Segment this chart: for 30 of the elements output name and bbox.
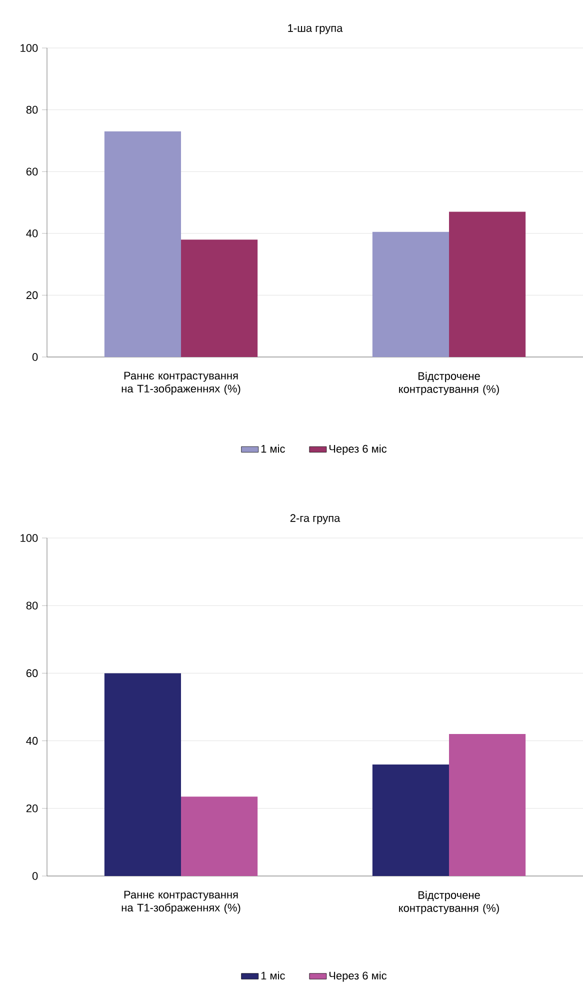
- y-tick-label: 80: [26, 106, 38, 114]
- bar: [372, 232, 450, 357]
- bar: [181, 240, 258, 357]
- legend-label: Через 6 міс: [329, 971, 387, 982]
- legend-label: 1 міс: [261, 444, 285, 453]
- bar: [372, 764, 450, 876]
- y-tick-label: 40: [26, 736, 38, 745]
- chart-title: 1-ша група: [288, 24, 343, 34]
- y-tick-label: 100: [20, 534, 38, 542]
- legend-label: Через 6 міс: [329, 444, 387, 455]
- x-tick-label: Відстрочене контрастування (%): [399, 890, 499, 914]
- bar: [104, 131, 181, 357]
- x-tick-label: Раннє контрастування на Т1-зображеннях (%): [122, 372, 240, 395]
- y-tick-label: 100: [20, 44, 38, 52]
- bar: [181, 796, 258, 876]
- y-tick-label: 80: [26, 602, 38, 610]
- bar: [449, 212, 526, 357]
- y-tick-label: 0: [32, 872, 38, 880]
- x-tick-label: Раннє контрастування на Т1-зображеннях (%): [122, 890, 240, 914]
- legend-label: 1 міс: [261, 971, 285, 980]
- x-tick-label: Відстрочене контрастування (%): [399, 372, 499, 396]
- y-tick-label: 60: [26, 669, 38, 678]
- chart-title: 2-га група: [290, 514, 340, 524]
- bar: [449, 734, 526, 876]
- y-tick-label: 20: [26, 291, 38, 300]
- y-tick-label: 60: [26, 168, 38, 176]
- y-tick-label: 0: [32, 353, 38, 361]
- y-tick-label: 20: [26, 804, 38, 812]
- bar: [104, 673, 181, 876]
- y-tick-label: 40: [26, 229, 38, 238]
